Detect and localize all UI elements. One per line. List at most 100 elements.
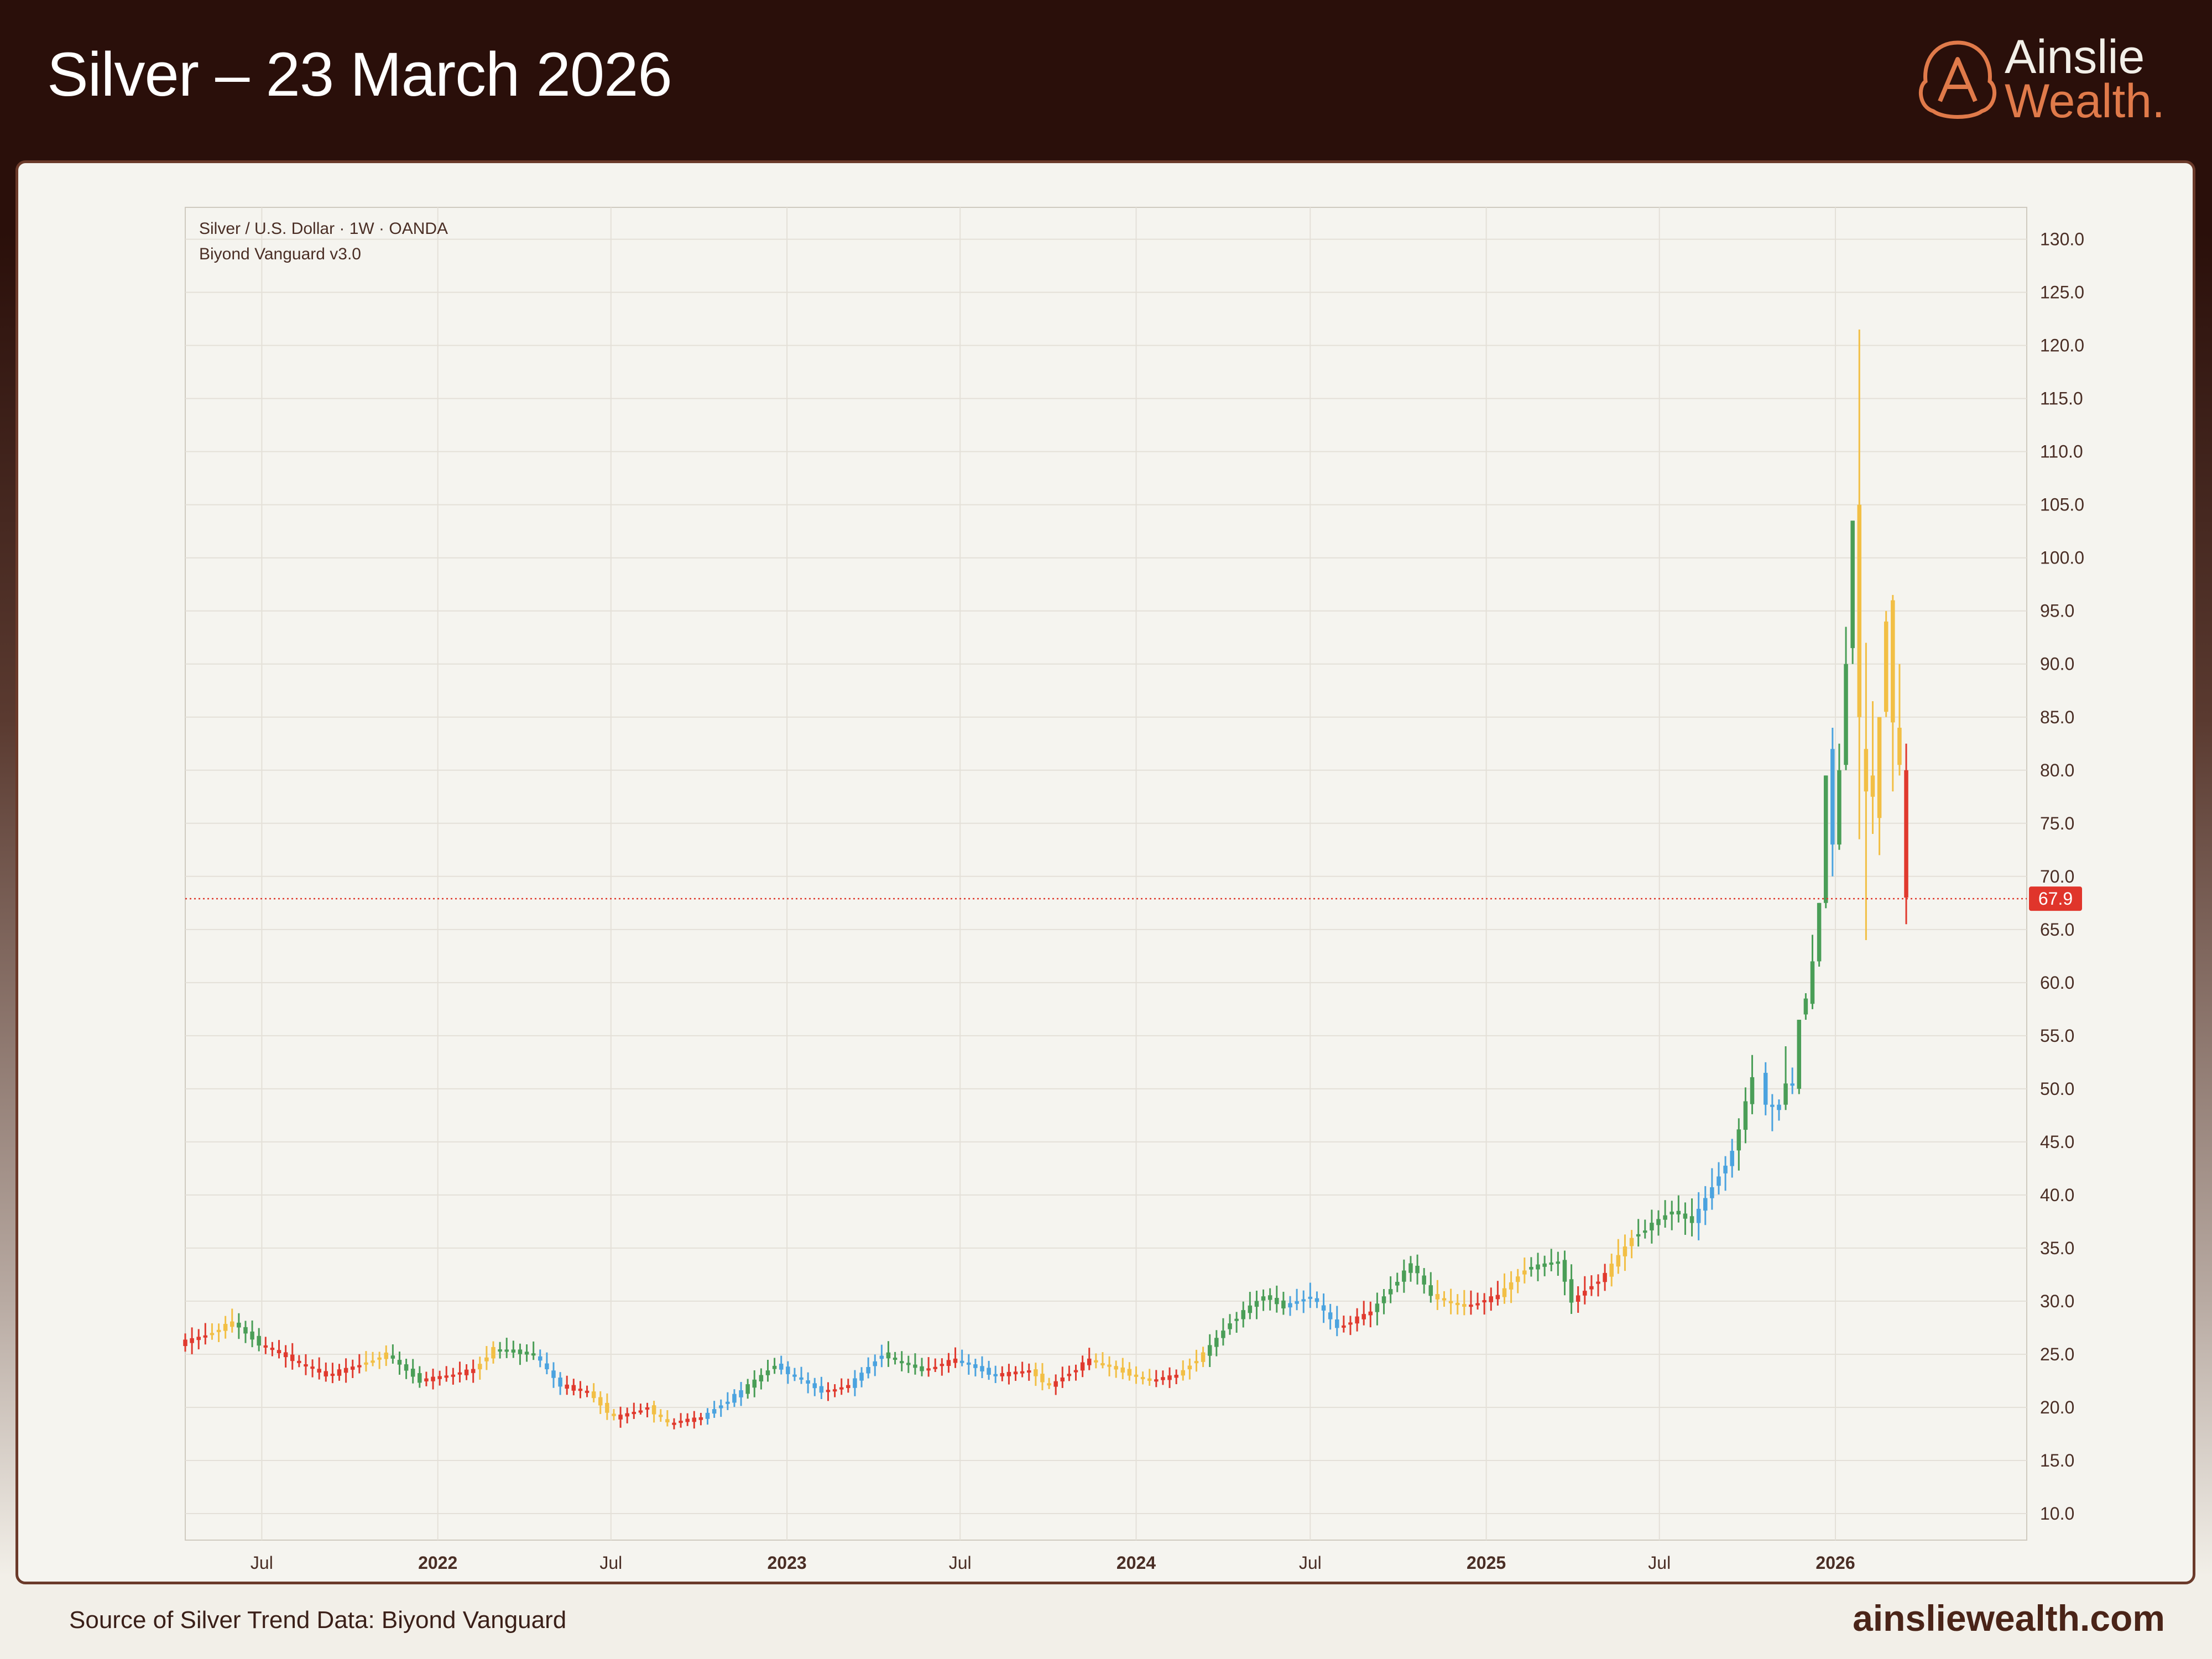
candle-body <box>739 1390 743 1397</box>
candle-body <box>1455 1302 1460 1305</box>
candle-body <box>1803 998 1808 1015</box>
x-tick-label: Jul <box>1648 1553 1671 1573</box>
candle-body <box>283 1352 288 1358</box>
candle-body <box>598 1397 603 1406</box>
candle-body <box>1904 770 1908 898</box>
candle-body <box>846 1385 851 1389</box>
candle-body <box>263 1345 268 1348</box>
candle-body <box>250 1331 254 1340</box>
candle-body <box>1870 775 1875 797</box>
candle-body <box>364 1362 368 1365</box>
candle-body <box>270 1348 275 1350</box>
footer-site-link[interactable]: ainsliewealth.com <box>1853 1598 2165 1639</box>
candle-body <box>625 1413 629 1417</box>
candle-body <box>1743 1101 1748 1130</box>
axes-layer: 130.0 125.0 120.0 115.0 110.0 105.0 100.0 95.0 9… <box>185 229 2084 1573</box>
candle-body <box>471 1369 476 1373</box>
candle-body <box>1583 1291 1587 1296</box>
candle-body <box>812 1383 817 1389</box>
candle-body <box>933 1366 937 1369</box>
candle-body <box>853 1378 857 1388</box>
candle-body <box>1295 1301 1299 1304</box>
candle-body <box>1147 1378 1152 1381</box>
candle-body <box>1422 1275 1426 1285</box>
candle-body <box>324 1371 328 1377</box>
candle-body <box>290 1354 295 1361</box>
y-tick-label: 45.0 <box>2040 1132 2074 1152</box>
candle-body <box>1321 1305 1326 1311</box>
candle-body <box>558 1378 562 1387</box>
candle-body <box>1006 1371 1011 1376</box>
candle-body <box>237 1322 241 1328</box>
candle-body <box>940 1364 945 1366</box>
candle-body <box>1844 664 1848 765</box>
chart-panel: 130.0 125.0 120.0 115.0 110.0 105.0 100.0 95.0 9… <box>15 160 2195 1584</box>
y-tick-label: 95.0 <box>2040 601 2074 621</box>
candle-body <box>1877 717 1882 818</box>
candle-body <box>839 1387 844 1390</box>
candle-body <box>953 1358 958 1363</box>
candle-body <box>792 1374 797 1377</box>
candle-body <box>685 1418 690 1422</box>
y-tick-label: 85.0 <box>2040 707 2074 727</box>
candle-body <box>1000 1373 1005 1376</box>
candle-body <box>1575 1295 1580 1302</box>
candle-body <box>230 1321 234 1327</box>
candle-body <box>1817 902 1822 962</box>
candle-body <box>1127 1369 1132 1376</box>
candle-body <box>1770 1104 1775 1107</box>
candle-body <box>1080 1362 1085 1371</box>
candle-body <box>1462 1304 1467 1307</box>
candle-body <box>1381 1296 1386 1303</box>
candle-body <box>946 1360 951 1366</box>
candle-body <box>371 1360 375 1363</box>
candle-body <box>457 1372 462 1375</box>
x-tick-label: 2025 <box>1467 1553 1506 1573</box>
candle-body <box>1187 1365 1192 1370</box>
candle-body <box>618 1415 623 1420</box>
candle-body <box>203 1335 208 1338</box>
candle-body <box>752 1379 757 1388</box>
candle-body <box>498 1349 502 1352</box>
candle-body <box>1736 1129 1741 1151</box>
candle-body <box>893 1358 898 1360</box>
candle-body <box>1254 1301 1259 1307</box>
candle-body <box>545 1363 549 1370</box>
x-tick-label: Jul <box>251 1553 273 1573</box>
candle-body <box>612 1413 616 1416</box>
candle-body <box>1026 1370 1031 1373</box>
candle-body <box>1328 1312 1333 1319</box>
y-tick-label: 50.0 <box>2040 1079 2074 1099</box>
candle-body <box>1308 1296 1313 1299</box>
candle-body <box>464 1369 469 1375</box>
candle-body <box>1810 961 1815 1004</box>
candle-body <box>732 1394 737 1403</box>
ainslie-wealth-logo[interactable]: Ainslie Wealth. <box>1913 33 2168 127</box>
candle-body <box>1034 1369 1038 1376</box>
candle-body <box>1435 1294 1440 1300</box>
candle-body <box>1047 1383 1051 1386</box>
candle-body <box>424 1378 429 1382</box>
candle-body <box>987 1368 991 1375</box>
candle-body <box>1864 749 1869 792</box>
candle-body <box>1073 1370 1078 1373</box>
candle-body <box>726 1401 730 1404</box>
y-tick-label: 25.0 <box>2040 1344 2074 1364</box>
candle-body <box>1670 1211 1674 1215</box>
candle-body <box>1388 1289 1393 1295</box>
candle-body <box>1201 1352 1206 1362</box>
candle-body <box>538 1356 542 1361</box>
candle-body <box>1094 1360 1098 1363</box>
candle-body <box>1703 1198 1708 1211</box>
y-tick-label: 70.0 <box>2040 867 2074 886</box>
candle-body <box>451 1374 456 1377</box>
silver-price-chart[interactable]: 130.0 125.0 120.0 115.0 110.0 105.0 100.0 95.0 9… <box>18 163 2193 1582</box>
candle-body <box>879 1355 884 1359</box>
candle-body <box>1783 1083 1788 1105</box>
candle-body <box>1228 1323 1232 1329</box>
logo-text-wealth: Wealth. <box>2005 75 2165 128</box>
candle-body <box>384 1352 389 1359</box>
logo-text-ainslie: Ainslie <box>2005 30 2145 84</box>
candle-body <box>1609 1264 1614 1277</box>
candle-body <box>799 1377 804 1380</box>
